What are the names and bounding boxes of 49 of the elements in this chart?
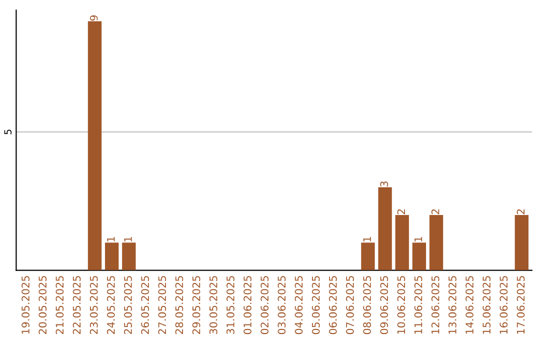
bar [514, 214, 528, 270]
x-tick-label: 08.06.2025 [363, 276, 371, 334]
data-label: 2 [516, 209, 525, 214]
data-label: 2 [431, 209, 440, 214]
x-tick-label: 17.06.2025 [516, 276, 525, 334]
bar [104, 242, 119, 270]
x-tick-label: 09.06.2025 [380, 276, 388, 334]
x-tick-label: 07.06.2025 [346, 276, 354, 334]
bar [122, 242, 136, 270]
x-tick-label: 28.05.2025 [175, 276, 184, 334]
bar [378, 187, 392, 270]
x-tick-label: 01.06.2025 [244, 276, 252, 334]
data-label: 2 [397, 209, 405, 214]
x-tick-label: 04.06.2025 [294, 276, 303, 334]
x-tick-label: 03.06.2025 [278, 276, 286, 334]
x-tick-label: 24.05.2025 [106, 276, 115, 334]
data-label: 1 [414, 236, 422, 242]
x-tick-label: 12.06.2025 [431, 276, 440, 334]
bar [429, 214, 444, 270]
x-tick-label: 19.05.2025 [22, 276, 30, 334]
data-label: 1 [107, 236, 115, 242]
bar [412, 242, 426, 270]
x-tick-label: 10.06.2025 [397, 276, 406, 334]
x-tick-label: 11.06.2025 [414, 276, 422, 334]
x-tick-label: 31.05.2025 [226, 276, 234, 334]
data-label: 1 [124, 236, 132, 242]
x-tick-label: 21.05.2025 [56, 276, 64, 334]
x-tick-label: 06.06.2025 [328, 276, 337, 334]
x-tick-label: 23.05.2025 [90, 276, 98, 334]
bar [395, 214, 409, 270]
x-tick-label: 16.06.2025 [500, 276, 508, 334]
data-label: 9 [90, 15, 98, 21]
bar [88, 21, 102, 270]
x-tick-label: 15.06.2025 [482, 276, 491, 334]
y-tick-label: 5 [4, 130, 12, 134]
x-tick-label: 30.05.2025 [209, 276, 218, 334]
x-tick-label: 26.05.2025 [141, 276, 149, 334]
x-tick-label: 25.05.2025 [124, 276, 132, 334]
data-label: 3 [380, 181, 388, 186]
data-label: 1 [363, 236, 371, 242]
bar [361, 242, 375, 270]
x-tick-label: 05.06.2025 [312, 276, 320, 334]
x-tick-label: 02.06.2025 [260, 276, 269, 334]
x-tick-label: 22.05.2025 [72, 276, 81, 334]
x-tick-label: 29.05.2025 [192, 276, 200, 334]
x-tick-label: 13.06.2025 [448, 276, 456, 334]
x-tick-label: 14.06.2025 [466, 276, 474, 334]
x-tick-label: 27.05.2025 [158, 276, 166, 334]
x-tick-label: 20.05.2025 [38, 276, 47, 334]
